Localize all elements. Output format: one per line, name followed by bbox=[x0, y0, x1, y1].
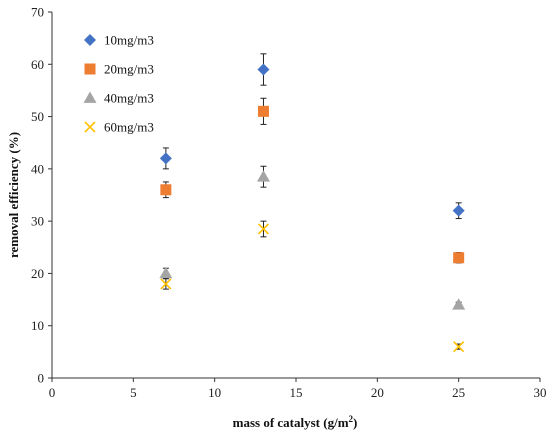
legend-marker bbox=[83, 91, 97, 103]
y-tick-label: 70 bbox=[31, 5, 44, 20]
y-tick-label: 60 bbox=[31, 57, 44, 72]
legend-label: 20mg/m3 bbox=[104, 62, 154, 77]
x-marker-stroke bbox=[453, 341, 465, 353]
x-marker-stroke bbox=[84, 121, 96, 133]
data-point bbox=[159, 152, 172, 165]
data-point bbox=[160, 184, 172, 196]
data-point bbox=[453, 252, 465, 264]
y-tick-label: 10 bbox=[31, 318, 44, 333]
y-tick-label: 0 bbox=[38, 371, 45, 386]
x-tick-label: 25 bbox=[452, 385, 465, 400]
series-3 bbox=[159, 165, 466, 310]
legend-marker bbox=[84, 34, 96, 46]
data-point bbox=[257, 105, 269, 117]
data-point bbox=[452, 204, 465, 217]
legend-label: 60mg/m3 bbox=[104, 120, 154, 135]
data-point bbox=[453, 341, 465, 353]
legend-item-3: 40mg/m3 bbox=[83, 91, 154, 106]
series-2 bbox=[160, 97, 465, 264]
legend-item-1: 10mg/m3 bbox=[84, 33, 154, 48]
y-axis-title: removal efficiency (%) bbox=[6, 132, 21, 258]
y-tick-label: 30 bbox=[31, 214, 44, 229]
data-point bbox=[257, 223, 270, 235]
legend-item-4: 60mg/m3 bbox=[84, 120, 154, 135]
legend: 10mg/m3 20mg/m3 40mg/m3 60mg/m3 bbox=[83, 33, 154, 135]
data-point bbox=[452, 298, 466, 310]
data-point bbox=[257, 63, 270, 76]
x-tick-label: 0 bbox=[49, 385, 56, 400]
y-tick-label: 20 bbox=[31, 266, 44, 281]
x-tick-label: 30 bbox=[534, 385, 547, 400]
x-tick-label: 20 bbox=[371, 385, 384, 400]
y-tick-label: 40 bbox=[31, 161, 44, 176]
legend-item-2: 20mg/m3 bbox=[84, 62, 154, 77]
data-point bbox=[160, 278, 172, 290]
x-marker-stroke bbox=[257, 223, 270, 235]
axes: 0 5 10 15 20 25 30 0 10 20 30 40 50 60 70 bbox=[31, 5, 547, 401]
legend-marker bbox=[84, 121, 96, 133]
legend-marker bbox=[84, 63, 96, 75]
series-1 bbox=[159, 53, 465, 220]
series-4 bbox=[160, 220, 465, 353]
x-axis-title: mass of catalyst (g/m2) bbox=[233, 414, 358, 430]
y-tick-label: 50 bbox=[31, 109, 44, 124]
legend-label: 40mg/m3 bbox=[104, 91, 154, 106]
x-tick-label: 10 bbox=[208, 385, 221, 400]
data-point bbox=[256, 170, 270, 182]
x-marker-stroke bbox=[160, 278, 172, 290]
legend-label: 10mg/m3 bbox=[104, 33, 154, 48]
x-tick-label: 15 bbox=[290, 385, 303, 400]
series-layer bbox=[159, 53, 466, 353]
x-tick-label: 5 bbox=[130, 385, 137, 400]
data-point bbox=[159, 266, 173, 279]
